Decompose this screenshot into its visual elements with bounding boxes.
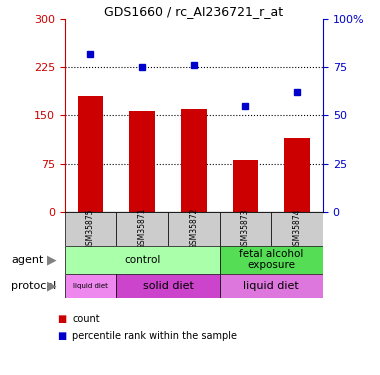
Text: ▶: ▶: [46, 279, 56, 292]
Text: percentile rank within the sample: percentile rank within the sample: [72, 331, 237, 340]
Bar: [65, 274, 116, 298]
Bar: [181, 109, 207, 212]
Bar: [78, 96, 103, 212]
Text: agent: agent: [11, 255, 44, 265]
Bar: [168, 212, 220, 246]
Text: GSM35873: GSM35873: [241, 208, 250, 249]
Text: solid diet: solid diet: [142, 281, 193, 291]
Text: GSM35872: GSM35872: [189, 208, 198, 249]
Text: fetal alcohol
exposure: fetal alcohol exposure: [239, 249, 304, 270]
Text: ■: ■: [57, 314, 66, 324]
Text: protocol: protocol: [11, 281, 57, 291]
Bar: [65, 212, 116, 246]
Text: control: control: [124, 255, 160, 265]
Bar: [271, 212, 323, 246]
Text: ▶: ▶: [46, 253, 56, 266]
Text: liquid diet: liquid diet: [244, 281, 299, 291]
Bar: [116, 212, 168, 246]
Bar: [220, 274, 323, 298]
Bar: [116, 274, 220, 298]
Bar: [220, 246, 323, 274]
Bar: [65, 246, 220, 274]
Text: GSM35874: GSM35874: [293, 208, 302, 249]
Bar: [129, 111, 155, 212]
Bar: [233, 160, 258, 212]
Text: liquid diet: liquid diet: [73, 283, 108, 289]
Text: ■: ■: [57, 331, 66, 340]
Text: GSM35871: GSM35871: [138, 208, 147, 249]
Bar: [220, 212, 271, 246]
Bar: [284, 138, 310, 212]
Text: count: count: [72, 314, 100, 324]
Text: GSM35875: GSM35875: [86, 208, 95, 249]
Title: GDS1660 / rc_AI236721_r_at: GDS1660 / rc_AI236721_r_at: [104, 4, 283, 18]
